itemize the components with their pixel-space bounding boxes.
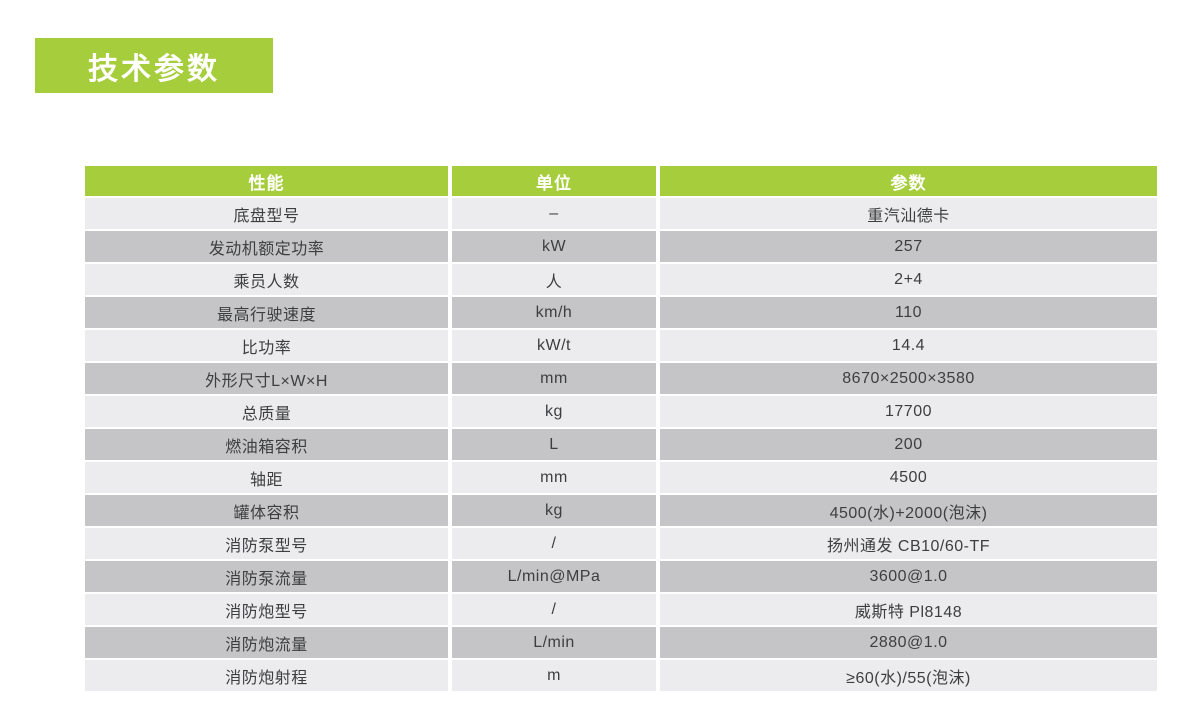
row-unit-cell: L/min@MPa bbox=[452, 561, 656, 592]
row-unit-cell: kW bbox=[452, 231, 656, 262]
row-parameter-cell: 扬州通发 CB10/60-TF bbox=[660, 528, 1157, 559]
column-header-unit: 单位 bbox=[452, 166, 656, 196]
row-performance-cell: 乘员人数 bbox=[85, 264, 448, 295]
row-performance-cell: 总质量 bbox=[85, 396, 448, 427]
section-title-badge: 技术参数 bbox=[35, 38, 273, 93]
row-parameter-cell: 200 bbox=[660, 429, 1157, 460]
row-parameter-cell: ≥60(水)/55(泡沫) bbox=[660, 660, 1157, 691]
row-performance-cell: 发动机额定功率 bbox=[85, 231, 448, 262]
row-unit-cell: mm bbox=[452, 363, 656, 394]
row-parameter-cell: 14.4 bbox=[660, 330, 1157, 361]
row-performance-cell: 消防泵流量 bbox=[85, 561, 448, 592]
row-performance-cell: 比功率 bbox=[85, 330, 448, 361]
row-parameter-cell: 110 bbox=[660, 297, 1157, 328]
row-unit-cell: / bbox=[452, 528, 656, 559]
row-performance-cell: 消防泵型号 bbox=[85, 528, 448, 559]
row-unit-cell: kW/t bbox=[452, 330, 656, 361]
row-parameter-cell: 4500(水)+2000(泡沫) bbox=[660, 495, 1157, 526]
column-header-performance: 性能 bbox=[85, 166, 448, 196]
row-performance-cell: 最高行驶速度 bbox=[85, 297, 448, 328]
row-unit-cell: L bbox=[452, 429, 656, 460]
column-header-parameter: 参数 bbox=[660, 166, 1157, 196]
row-unit-cell: mm bbox=[452, 462, 656, 493]
row-unit-cell: kg bbox=[452, 396, 656, 427]
row-unit-cell: L/min bbox=[452, 627, 656, 658]
row-parameter-cell: 重汽汕德卡 bbox=[660, 198, 1157, 229]
section-title: 技术参数 bbox=[88, 52, 220, 86]
row-unit-cell: 人 bbox=[452, 264, 656, 295]
row-parameter-cell: 8670×2500×3580 bbox=[660, 363, 1157, 394]
row-parameter-cell: 257 bbox=[660, 231, 1157, 262]
row-parameter-cell: 3600@1.0 bbox=[660, 561, 1157, 592]
spec-table: 性能 单位 参数 底盘型号 – 重汽汕德卡发动机额定功率 kW 257 乘员人数人 2+4 最… bbox=[85, 166, 1157, 691]
row-parameter-cell: 17700 bbox=[660, 396, 1157, 427]
row-unit-cell: – bbox=[452, 198, 656, 229]
row-performance-cell: 底盘型号 bbox=[85, 198, 448, 229]
row-performance-cell: 罐体容积 bbox=[85, 495, 448, 526]
row-unit-cell: km/h bbox=[452, 297, 656, 328]
row-performance-cell: 消防炮型号 bbox=[85, 594, 448, 625]
row-performance-cell: 消防炮流量 bbox=[85, 627, 448, 658]
row-parameter-cell: 2880@1.0 bbox=[660, 627, 1157, 658]
row-parameter-cell: 4500 bbox=[660, 462, 1157, 493]
row-parameter-cell: 威斯特 Pl8148 bbox=[660, 594, 1157, 625]
row-performance-cell: 燃油箱容积 bbox=[85, 429, 448, 460]
row-unit-cell: / bbox=[452, 594, 656, 625]
row-unit-cell: kg bbox=[452, 495, 656, 526]
row-performance-cell: 消防炮射程 bbox=[85, 660, 448, 691]
row-performance-cell: 外形尺寸L×W×H bbox=[85, 363, 448, 394]
row-parameter-cell: 2+4 bbox=[660, 264, 1157, 295]
row-unit-cell: m bbox=[452, 660, 656, 691]
row-performance-cell: 轴距 bbox=[85, 462, 448, 493]
